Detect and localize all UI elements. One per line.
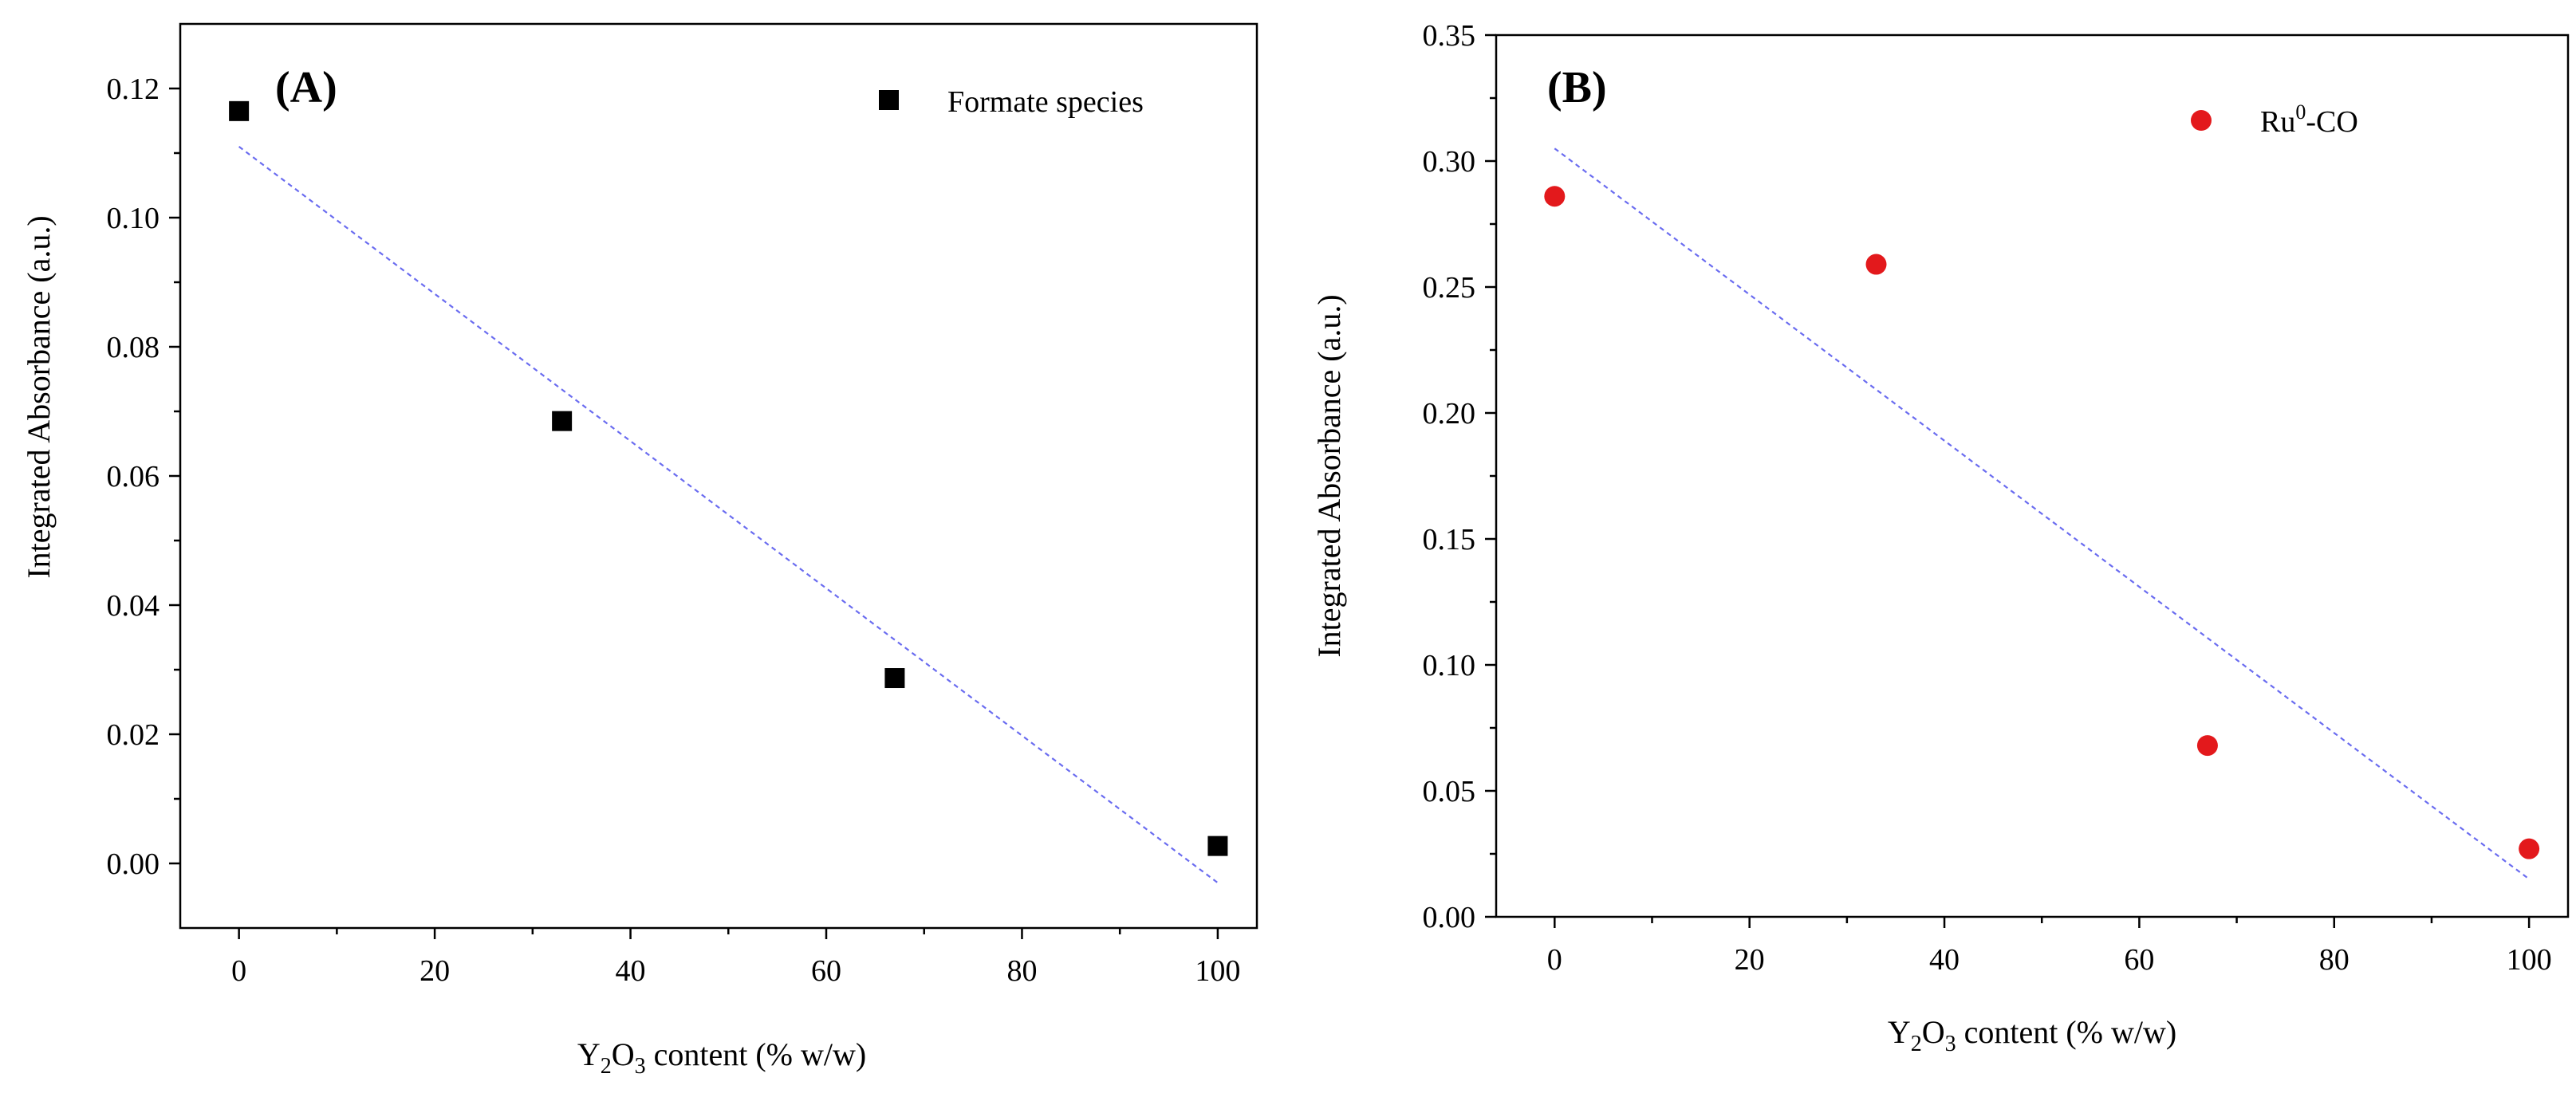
chart-b-x-label: Y2O3 content (% w/w) bbox=[1888, 1014, 2176, 1056]
chart-a-y-tick-label: 0.06 bbox=[107, 460, 160, 493]
chart-a-legend-marker bbox=[879, 90, 899, 110]
chart-a-fit-line bbox=[238, 146, 1219, 884]
chart-a-x-tick-label: 40 bbox=[616, 954, 646, 988]
chart-b: 0 20 40 60 80 100 0.00 0.05 0.10 0.15 0.20 0.25 0.3… bbox=[1311, 19, 2570, 1056]
chart-a-y-tick-label: 0.04 bbox=[107, 589, 160, 623]
chart-b-legend-label: Ru0-CO bbox=[2260, 100, 2358, 139]
chart-a-point bbox=[229, 100, 250, 121]
chart-b-x-tick-label: 40 bbox=[1929, 943, 1960, 977]
chart-b-y-tick-label: 0.15 bbox=[1423, 523, 1476, 556]
chart-a-x-tick-label: 80 bbox=[1006, 954, 1037, 988]
chart-b-panel-label: (B) bbox=[1547, 63, 1607, 112]
chart-b-y-tick-label: 0.35 bbox=[1423, 19, 1476, 53]
chart-b-point bbox=[1865, 254, 1887, 275]
chart-a-x-tick-label: 100 bbox=[1195, 954, 1240, 988]
chart-a-point bbox=[552, 411, 573, 431]
chart-a-y-tick-label: 0.00 bbox=[107, 847, 160, 881]
chart-a-point bbox=[1207, 836, 1228, 856]
chart-a-x-tick-label: 0 bbox=[231, 954, 246, 988]
chart-b-y-tick-label: 0.25 bbox=[1423, 271, 1476, 305]
chart-a: 0 20 40 60 80 100 0.00 0.02 0.04 0.06 0.08 0.10 0.1… bbox=[21, 22, 1258, 1079]
chart-a-x-tick-label: 60 bbox=[811, 954, 841, 988]
chart-b-legend-marker bbox=[2191, 110, 2212, 131]
chart-b-y-tick-label: 0.00 bbox=[1423, 901, 1476, 934]
chart-b-y-tick-label: 0.30 bbox=[1423, 145, 1476, 179]
chart-b-point bbox=[2519, 838, 2540, 859]
chart-a-y-label: Integrated Absorbance (a.u.) bbox=[21, 215, 57, 578]
chart-b-x-tick-label: 20 bbox=[1735, 943, 1765, 977]
chart-b-frame bbox=[1495, 33, 2570, 918]
chart-a-y-tick-label: 0.10 bbox=[107, 202, 160, 235]
chart-a-panel-label: (A) bbox=[275, 63, 337, 112]
chart-a-y-tick-label: 0.12 bbox=[107, 73, 160, 106]
chart-a-x-tick-label: 20 bbox=[419, 954, 450, 988]
chart-b-y-tick-label: 0.05 bbox=[1423, 775, 1476, 808]
chart-a-y-tick-label: 0.02 bbox=[107, 718, 160, 752]
chart-b-y-tick-label: 0.10 bbox=[1423, 649, 1476, 682]
chart-b-point bbox=[1544, 186, 1566, 207]
chart-b-fit-line bbox=[1554, 147, 2530, 880]
chart-b-point bbox=[2196, 735, 2218, 757]
chart-b-x-tick-label: 80 bbox=[2319, 943, 2350, 977]
chart-b-x-tick-label: 60 bbox=[2124, 943, 2154, 977]
chart-a-point bbox=[884, 668, 905, 689]
chart-a-frame bbox=[179, 22, 1258, 930]
chart-a-x-label: Y2O3 content (% w/w) bbox=[577, 1036, 866, 1079]
chart-b-x-tick-label: 100 bbox=[2507, 943, 2552, 977]
chart-a-legend-label: Formate species bbox=[947, 85, 1144, 119]
chart-b-y-tick-label: 0.20 bbox=[1423, 397, 1476, 431]
chart-b-x-tick-label: 0 bbox=[1547, 943, 1562, 977]
chart-a-y-tick-label: 0.08 bbox=[107, 331, 160, 364]
chart-b-y-label: Integrated Absorbance (a.u.) bbox=[1311, 294, 1347, 657]
